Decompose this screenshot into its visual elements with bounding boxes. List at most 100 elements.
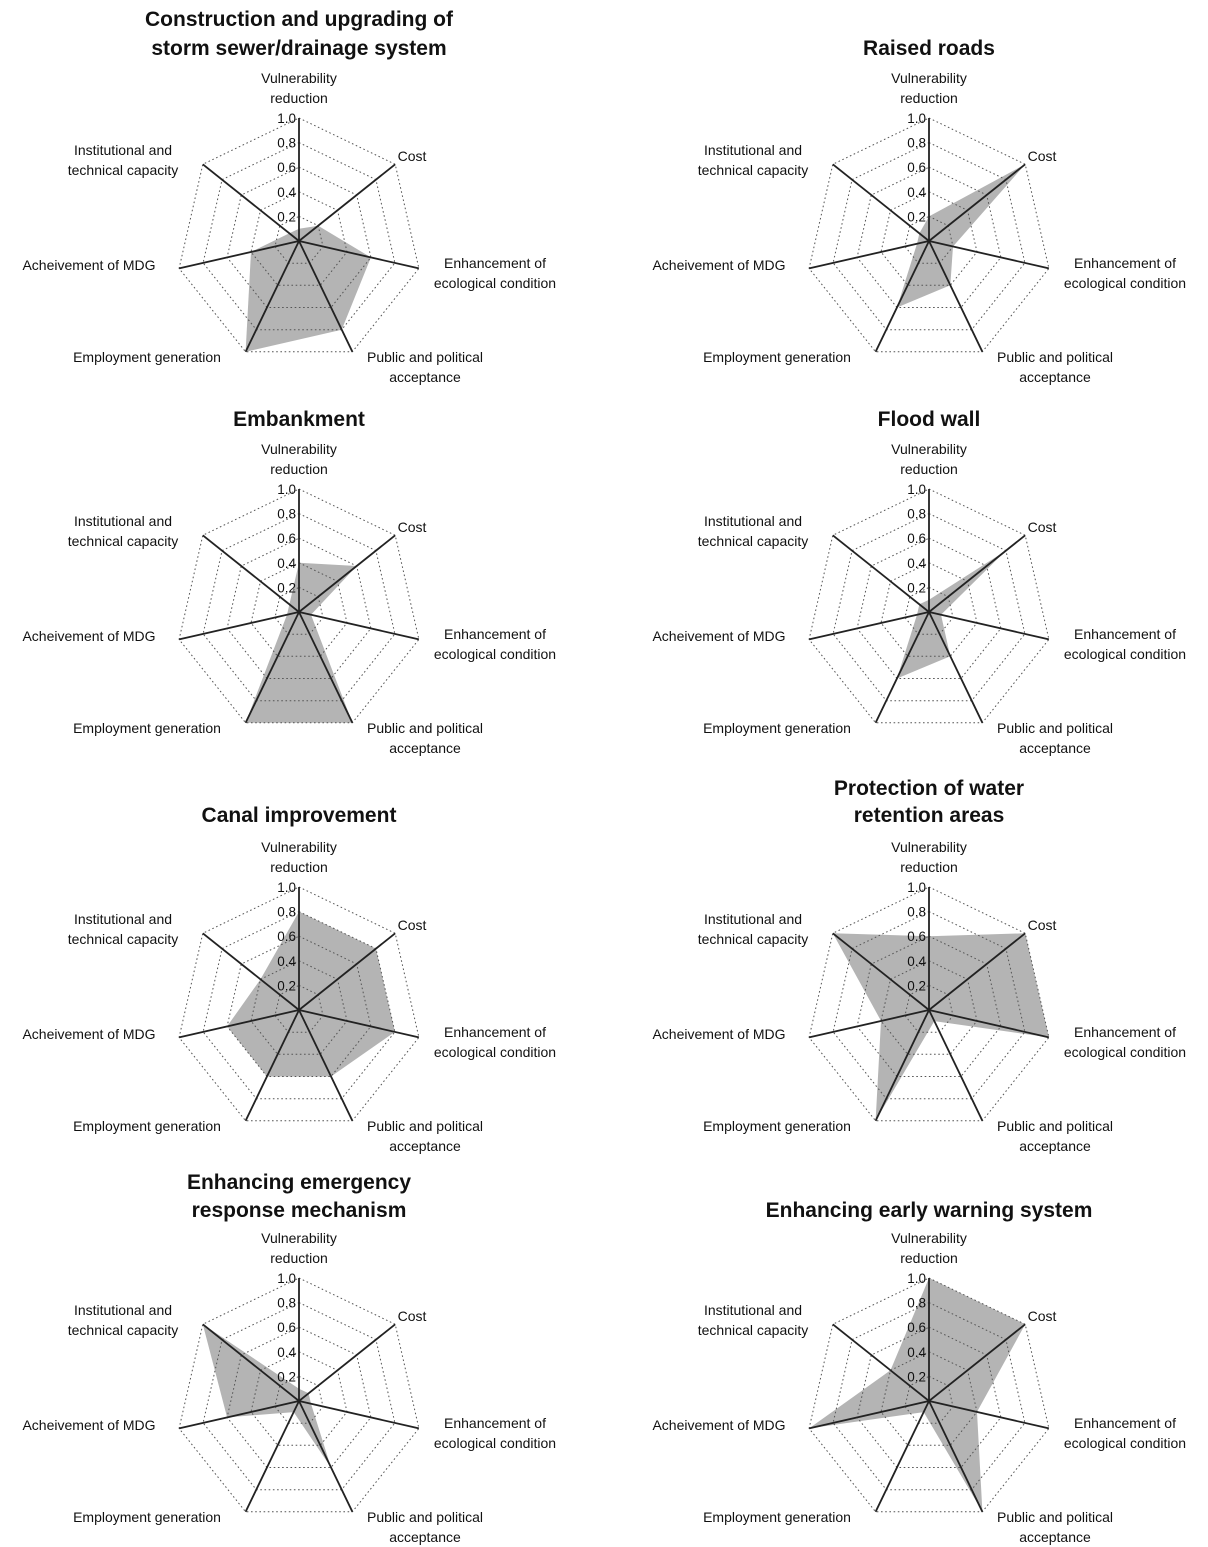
grid-ring <box>226 537 372 679</box>
chart-title: Canal improvement <box>202 804 397 827</box>
axis-spoke <box>202 534 300 613</box>
tick-label: 0.6 <box>277 531 296 546</box>
tick-label: 0.8 <box>907 507 926 522</box>
axis-spoke <box>298 1009 420 1039</box>
data-area <box>227 911 395 1077</box>
tick-label: 0.8 <box>277 136 296 151</box>
axis-spoke <box>298 240 420 270</box>
axis-spoke <box>928 1009 1050 1039</box>
tick-label: 0.8 <box>277 905 296 920</box>
axis-spoke <box>244 240 300 353</box>
tick-label: 0.4 <box>907 556 926 571</box>
axis-spoke <box>928 611 1050 641</box>
axis-label-enhancement-of-ecological-condition: Enhancement of ecological condition <box>1064 626 1186 662</box>
axis-spoke <box>874 1400 930 1513</box>
axis-label-cost: Cost <box>398 1308 427 1324</box>
grid-ring <box>178 117 420 353</box>
tick-label: 0.6 <box>277 1320 296 1335</box>
axis-label-acheivement-of-mdg: Acheivement of MDG <box>652 257 785 273</box>
axis-label-institutional-and-technical-capacity: Institutional and technical capacity <box>68 142 179 178</box>
axis-label-institutional-and-technical-capacity: Institutional and technical capacity <box>698 513 809 549</box>
chart-title: Enhancing emergency <box>187 1171 411 1194</box>
tick-label: 0.6 <box>907 531 926 546</box>
grid-ring <box>250 1351 348 1446</box>
axis-label-cost: Cost <box>398 519 427 535</box>
axis-spoke <box>928 534 1026 613</box>
grid-ring <box>832 142 1026 331</box>
axis-spoke <box>832 1323 930 1402</box>
grid-ring <box>202 1302 396 1491</box>
data-area <box>245 562 357 723</box>
axis-label-institutional-and-technical-capacity: Institutional and technical capacity <box>698 1302 809 1338</box>
axis-label-enhancement-of-ecological-condition: Enhancement of ecological condition <box>434 1415 556 1451</box>
radar-chart-6: Protection of water retention areas 0.2 0.4… <box>652 777 1186 1154</box>
tick-label: 1.0 <box>277 1271 296 1286</box>
axis-label-institutional-and-technical-capacity: Institutional and technical capacity <box>68 513 179 549</box>
axis-spoke <box>928 932 1026 1011</box>
grid-ring <box>856 166 1002 308</box>
axis-spoke <box>244 611 300 724</box>
chart-title: Embankment <box>233 408 365 431</box>
axis-spoke <box>928 1400 984 1513</box>
grid-ring <box>808 1277 1050 1513</box>
axis-label-cost: Cost <box>1028 1308 1057 1324</box>
axis-label-acheivement-of-mdg: Acheivement of MDG <box>652 1026 785 1042</box>
grid-ring <box>226 166 372 308</box>
grid-ring <box>178 1277 420 1513</box>
data-area <box>897 164 1026 308</box>
tick-label: 0.2 <box>907 209 926 224</box>
axis-label-public-and-political-acceptance: Public and political acceptance <box>997 1509 1113 1545</box>
tick-label: 1.0 <box>907 880 926 895</box>
tick-label: 0.6 <box>907 1320 926 1335</box>
axis-spoke <box>298 240 354 353</box>
axis-spoke <box>928 163 1026 242</box>
data-area <box>202 1324 331 1468</box>
grid-ring <box>202 513 396 702</box>
axis-label-cost: Cost <box>1028 917 1057 933</box>
grid-ring <box>856 1326 1002 1468</box>
grid-ring <box>880 562 978 657</box>
axis-label-enhancement-of-ecological-condition: Enhancement of ecological condition <box>1064 255 1186 291</box>
axis-spoke <box>178 1400 300 1430</box>
axis-label-cost: Cost <box>398 917 427 933</box>
axis-spoke <box>928 240 984 353</box>
axis-spoke <box>298 611 354 724</box>
tick-label: 0.8 <box>907 905 926 920</box>
tick-label: 0.8 <box>907 136 926 151</box>
chart-title: Protection of water <box>834 777 1024 800</box>
tick-label: 1.0 <box>277 482 296 497</box>
axis-label-institutional-and-technical-capacity: Institutional and technical capacity <box>68 1302 179 1338</box>
axis-label-public-and-political-acceptance: Public and political acceptance <box>997 1118 1113 1154</box>
tick-label: 0.2 <box>907 1369 926 1384</box>
radar-chart-3: Embankment 0.2 0.4 0.6 0.8 1.0 Vulnerability re… <box>22 408 556 756</box>
tick-label: 0.2 <box>277 978 296 993</box>
axis-label-public-and-political-acceptance: Public and political acceptance <box>367 349 483 385</box>
grid-ring <box>832 1302 1026 1491</box>
grid-ring <box>250 191 348 286</box>
axis-label-employment-generation: Employment generation <box>703 349 851 365</box>
axis-spoke <box>298 163 396 242</box>
axis-label-vulnerability-reduction: Vulnerability reduction <box>891 441 967 477</box>
axis-label-acheivement-of-mdg: Acheivement of MDG <box>22 257 155 273</box>
axis-spoke <box>874 1009 930 1122</box>
axis-label-employment-generation: Employment generation <box>703 720 851 736</box>
grid-ring <box>808 886 1050 1122</box>
radar-chart-2: Raised roads 0.2 0.4 0.6 0.8 1.0 Vulnerability… <box>652 37 1186 385</box>
axis-label-acheivement-of-mdg: Acheivement of MDG <box>22 1026 155 1042</box>
axis-spoke <box>874 611 930 724</box>
chart-title: Flood wall <box>878 408 981 431</box>
data-area <box>897 550 1006 679</box>
axis-spoke <box>808 240 930 270</box>
axis-label-public-and-political-acceptance: Public and political acceptance <box>367 720 483 756</box>
tick-label: 1.0 <box>907 111 926 126</box>
chart-title: retention areas <box>854 804 1005 827</box>
chart-title: Enhancing early warning system <box>766 1199 1093 1222</box>
axis-label-acheivement-of-mdg: Acheivement of MDG <box>652 628 785 644</box>
axis-label-employment-generation: Employment generation <box>73 720 221 736</box>
axis-spoke <box>244 1009 300 1122</box>
grid-ring <box>178 886 420 1122</box>
axis-spoke <box>928 1323 1026 1402</box>
axis-label-vulnerability-reduction: Vulnerability reduction <box>261 70 337 106</box>
axis-label-vulnerability-reduction: Vulnerability reduction <box>891 839 967 875</box>
